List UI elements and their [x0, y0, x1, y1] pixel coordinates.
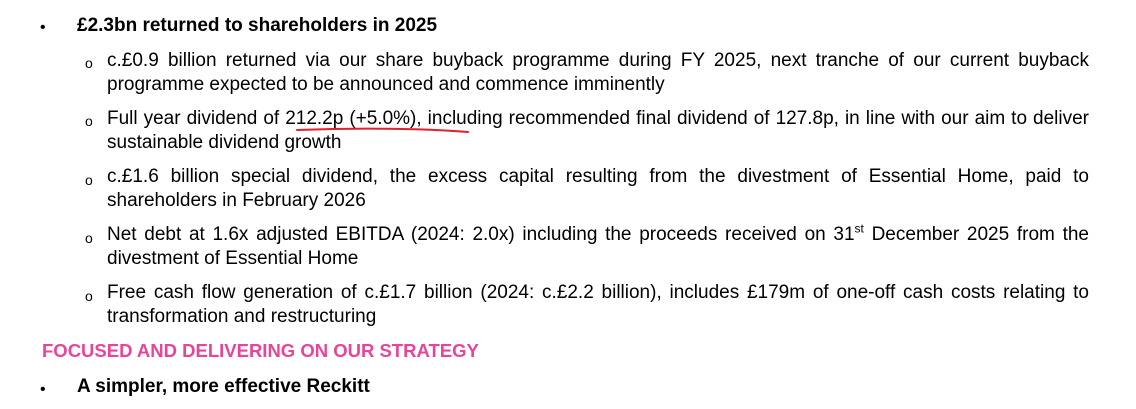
list-item: Net debt at 1.6x adjusted EBITDA (2024: …	[107, 223, 1089, 270]
list-item-text: Net debt at 1.6x adjusted EBITDA (2024: …	[107, 224, 855, 245]
list-item: Full year dividend of 212.2p (+5.0%), in…	[107, 107, 1089, 154]
list-item: c.£1.6 billion special dividend, the exc…	[107, 165, 1089, 212]
list-item-text: Full year dividend of	[107, 108, 286, 129]
list-item: c.£0.9 billion returned via our share bu…	[107, 49, 1089, 96]
sub-bullet-marker: o	[85, 113, 93, 129]
sub-bullet-marker: o	[85, 55, 93, 71]
section2-heading: A simpler, more effective Reckitt	[77, 376, 370, 397]
section1-heading: £2.3bn returned to shareholders in 2025	[77, 15, 438, 36]
section-heading: FOCUSED AND DELIVERING ON OUR STRATEGY	[42, 340, 479, 361]
list-item-text: Free cash flow generation of c.£1.7 bill…	[107, 282, 1089, 327]
list-item-text: c.£0.9 billion returned via our share bu…	[107, 50, 1089, 95]
sub-bullet-marker: o	[85, 230, 93, 246]
sub-bullet-marker: o	[85, 288, 93, 304]
superscript: st	[854, 221, 864, 236]
list-item-text: c.£1.6 billion special dividend, the exc…	[107, 166, 1089, 211]
list-item-text: December 2025 from the divestment of Ess…	[107, 224, 1089, 269]
bullet-dot: •	[40, 381, 46, 398]
highlighted-dividend-value: 212.2p (+5.0%)	[285, 108, 417, 129]
bullet-dot: •	[40, 19, 46, 36]
list-item: Free cash flow generation of c.£1.7 bill…	[107, 281, 1089, 328]
list-item-text: , including recommended final dividend o…	[107, 108, 1089, 153]
sub-bullet-marker: o	[85, 172, 93, 188]
